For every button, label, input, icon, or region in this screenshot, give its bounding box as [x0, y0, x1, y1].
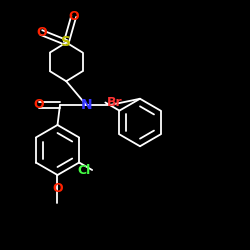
Text: O: O — [52, 182, 63, 195]
Text: Cl: Cl — [78, 164, 91, 176]
Text: O: O — [34, 98, 44, 112]
Text: O: O — [36, 26, 46, 39]
Text: O: O — [68, 10, 79, 23]
Text: N: N — [80, 98, 92, 112]
Text: S: S — [61, 36, 71, 50]
Text: Br: Br — [106, 96, 122, 109]
